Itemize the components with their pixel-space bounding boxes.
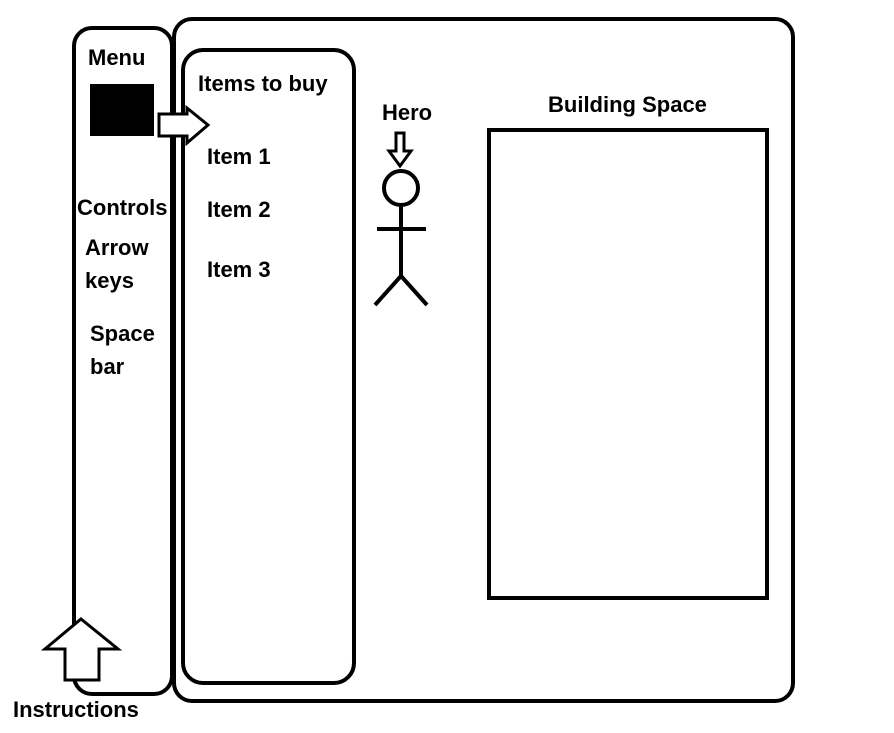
- menu-title: Menu: [88, 45, 146, 70]
- arrow-right-icon: [157, 104, 211, 147]
- black-square-icon[interactable]: [90, 84, 154, 136]
- shop-title: Items to buy: [198, 71, 328, 96]
- shop-panel: [181, 48, 356, 685]
- building-space-label: Building Space: [548, 92, 707, 117]
- stick-figure-icon[interactable]: [370, 168, 432, 310]
- arrow-up-icon: [40, 617, 123, 682]
- shop-item-3[interactable]: Item 3: [207, 257, 271, 282]
- game-area-frame: [172, 17, 795, 703]
- controls-heading: Controls: [77, 195, 168, 220]
- building-space-area[interactable]: [487, 128, 769, 600]
- menu-sidebar: [72, 26, 174, 696]
- arrow-down-icon: [386, 131, 414, 169]
- shop-item-2[interactable]: Item 2: [207, 197, 271, 222]
- control-space-bar-line1: Space: [90, 321, 155, 346]
- control-arrow-keys-line2: keys: [85, 268, 134, 293]
- control-space-bar-line2: bar: [90, 354, 125, 379]
- control-arrow-keys-line1: Arrow: [85, 235, 149, 260]
- shop-item-1[interactable]: Item 1: [207, 144, 271, 169]
- hero-label: Hero: [382, 100, 433, 125]
- instructions-label[interactable]: Instructions: [13, 697, 139, 722]
